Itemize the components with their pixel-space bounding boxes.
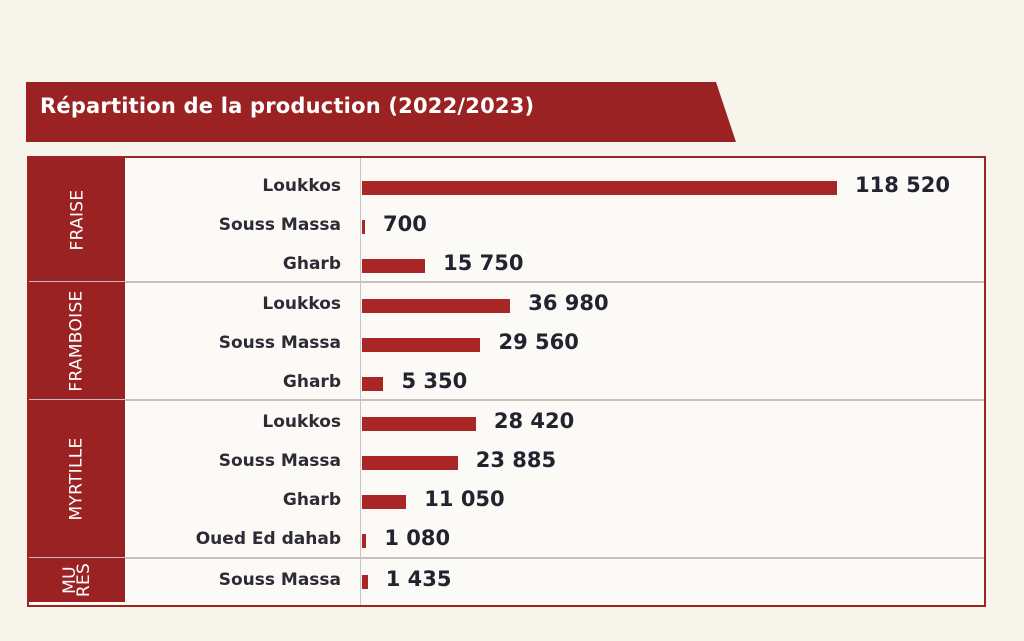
value-label: 5 350 <box>401 369 468 393</box>
bar <box>362 456 458 470</box>
group-label-wrap: MU RES <box>29 558 125 602</box>
category-label: Oued Ed dahab <box>195 529 341 549</box>
bar <box>362 417 476 431</box>
chart-title-banner: Répartition de la production (2022/2023) <box>26 82 736 142</box>
bar <box>362 299 511 313</box>
bar <box>362 495 407 509</box>
group-separator <box>29 399 984 401</box>
group-label-wrap: FRAMBOISE <box>29 282 125 400</box>
chart-title: Répartition de la production (2022/2023) <box>40 94 535 118</box>
value-label: 36 980 <box>528 291 609 315</box>
group-band-2: MYRTILLE <box>29 400 125 558</box>
category-label: Gharb <box>282 254 341 274</box>
group-band-3: MU RES <box>29 558 125 602</box>
bar <box>362 575 368 589</box>
category-label: Souss Massa <box>218 215 341 235</box>
bar <box>362 534 367 548</box>
category-label: Loukkos <box>262 412 341 432</box>
group-separator <box>29 281 984 283</box>
value-label: 700 <box>383 212 427 236</box>
category-label: Souss Massa <box>218 570 341 590</box>
bar <box>362 377 384 391</box>
group-band-1: FRAMBOISE <box>29 282 125 400</box>
title-banner-shape <box>26 82 736 142</box>
value-label: 1 435 <box>385 567 452 591</box>
value-label: 15 750 <box>443 251 524 275</box>
bar <box>362 338 481 352</box>
category-label: Souss Massa <box>218 451 341 471</box>
bar <box>362 181 837 195</box>
bar <box>362 259 426 273</box>
value-label: 29 560 <box>498 330 579 354</box>
group-band-0: FRAISE <box>29 158 125 282</box>
group-label-wrap: FRAISE <box>29 158 125 282</box>
category-label: Loukkos <box>262 294 341 314</box>
value-label: 1 080 <box>384 526 451 550</box>
bar <box>362 220 365 234</box>
group-separator <box>29 557 984 559</box>
group-label-wrap: MYRTILLE <box>29 400 125 558</box>
value-label: 118 520 <box>855 173 950 197</box>
production-chart: FRAISE Loukkos 118 520 Souss Massa 700 Gharb 1… <box>27 156 986 607</box>
axis-baseline <box>360 158 361 605</box>
group-label: FRAMBOISE <box>67 290 88 392</box>
value-label: 28 420 <box>493 409 575 433</box>
group-label: FRAISE <box>66 189 87 251</box>
category-label: Gharb <box>282 490 341 510</box>
category-label: Gharb <box>282 372 341 392</box>
category-label: Loukkos <box>262 176 341 196</box>
category-label: Souss Massa <box>218 333 341 353</box>
value-label: 23 885 <box>475 448 557 472</box>
group-label: MYRTILLE <box>66 437 87 521</box>
value-label: 11 050 <box>424 487 505 511</box>
group-label: MU RES <box>60 562 94 598</box>
